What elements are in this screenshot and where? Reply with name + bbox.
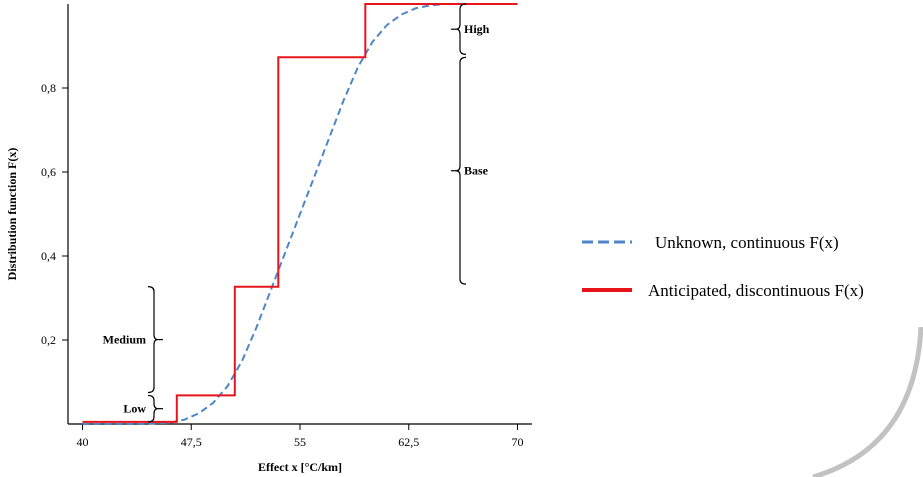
- x-tick-label: 70: [512, 435, 524, 449]
- corner-curve: [812, 327, 923, 477]
- window-corner: [812, 327, 923, 477]
- annotation-label-medium: Medium: [103, 333, 146, 347]
- brace-medium: [147, 286, 159, 394]
- y-tick-label: 0,8: [41, 81, 56, 95]
- x-tick-label: 62,5: [398, 435, 419, 449]
- series-layer: [82, 3, 518, 425]
- legend: Unknown, continuous F(x) Anticipated, dis…: [582, 233, 864, 300]
- annotation-label-high: High: [464, 22, 490, 36]
- annotations: Low Medium Base High: [103, 3, 490, 423]
- y-axis-label: Distribution function F(x): [5, 148, 19, 281]
- x-tick-label: 47,5: [181, 435, 202, 449]
- y-ticks: 0,2 0,4 0,6 0,8: [41, 81, 68, 347]
- x-tick-label: 40: [77, 435, 89, 449]
- x-tick-label: 55: [294, 435, 306, 449]
- x-axis-label: Effect x [°C/km]: [258, 460, 342, 474]
- annotation-label-base: Base: [464, 164, 489, 178]
- series-step-line: [82, 3, 518, 423]
- series-continuous-line: [82, 3, 518, 425]
- legend-label: Anticipated, discontinuous F(x): [648, 281, 864, 300]
- y-tick-label: 0,4: [41, 249, 56, 263]
- y-tick-label: 0,2: [41, 333, 56, 347]
- legend-label: Unknown, continuous F(x): [655, 233, 839, 252]
- annotation-label-low: Low: [123, 402, 146, 416]
- y-tick-label: 0,6: [41, 165, 56, 179]
- brace-low: [147, 394, 159, 423]
- x-ticks: 40 47,5 55 62,5 70: [77, 424, 524, 449]
